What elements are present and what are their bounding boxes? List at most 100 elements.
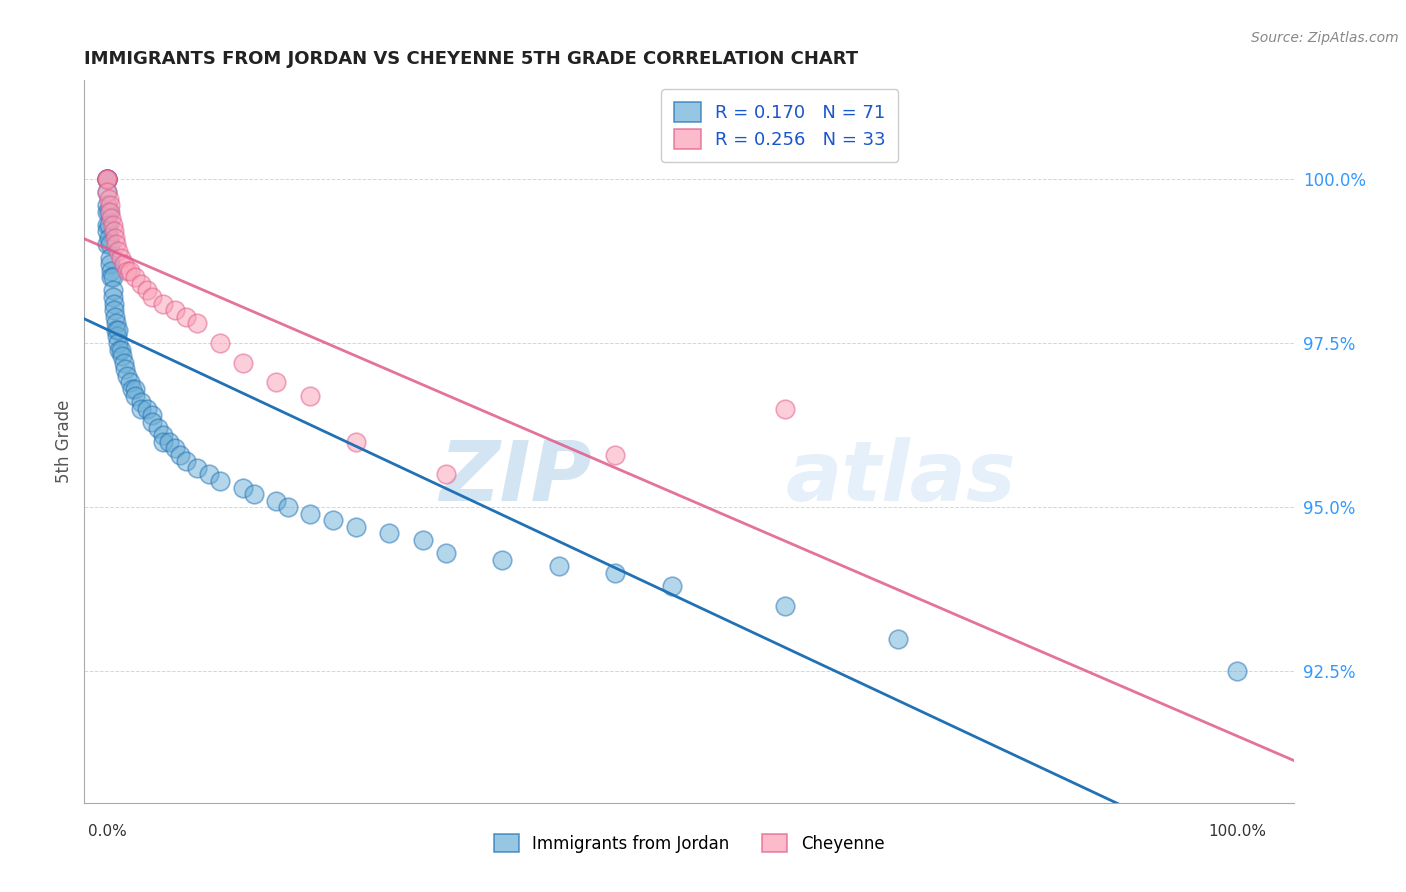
Point: [96, 185, 118, 199]
Point: [107, 336, 129, 351]
Point: [96, 198, 118, 212]
Point: [107, 323, 129, 337]
Point: [152, 434, 174, 449]
Legend: Immigrants from Jordan, Cheyenne: Immigrants from Jordan, Cheyenne: [486, 828, 891, 860]
Point: [96, 171, 118, 186]
Point: [146, 421, 169, 435]
Point: [141, 409, 163, 423]
Point: [98, 192, 121, 206]
Point: [434, 546, 457, 560]
Point: [118, 376, 141, 390]
Point: [105, 329, 128, 343]
Point: [124, 388, 146, 402]
Point: [121, 382, 143, 396]
Text: 0.0%: 0.0%: [87, 824, 127, 839]
Point: [141, 415, 163, 429]
Point: [96, 171, 118, 186]
Y-axis label: 5th Grade: 5th Grade: [55, 400, 73, 483]
Point: [322, 513, 344, 527]
Point: [114, 362, 136, 376]
Point: [232, 356, 254, 370]
Point: [163, 441, 186, 455]
Point: [96, 171, 118, 186]
Point: [299, 388, 322, 402]
Point: [129, 401, 152, 416]
Point: [104, 231, 127, 245]
Point: [135, 401, 157, 416]
Point: [110, 251, 132, 265]
Point: [96, 237, 118, 252]
Point: [108, 343, 131, 357]
Point: [124, 382, 146, 396]
Point: [112, 356, 135, 370]
Point: [96, 171, 118, 186]
Point: [96, 185, 118, 199]
Point: [299, 507, 322, 521]
Point: [174, 454, 197, 468]
Point: [169, 448, 191, 462]
Text: Source: ZipAtlas.com: Source: ZipAtlas.com: [1251, 31, 1399, 45]
Point: [117, 264, 139, 278]
Point: [96, 204, 118, 219]
Point: [98, 218, 121, 232]
Point: [152, 296, 174, 310]
Point: [107, 244, 129, 258]
Point: [124, 270, 146, 285]
Point: [163, 303, 186, 318]
Point: [243, 487, 266, 501]
Point: [101, 218, 124, 232]
Point: [378, 526, 401, 541]
Point: [96, 171, 118, 186]
Point: [887, 632, 910, 646]
Point: [96, 218, 118, 232]
Point: [208, 474, 231, 488]
Point: [186, 460, 208, 475]
Point: [96, 224, 118, 238]
Point: [412, 533, 434, 547]
Point: [434, 467, 457, 482]
Point: [96, 171, 118, 186]
Point: [548, 559, 571, 574]
Point: [266, 376, 288, 390]
Point: [96, 171, 118, 186]
Point: [103, 296, 125, 310]
Text: 100.0%: 100.0%: [1208, 824, 1265, 839]
Point: [104, 310, 127, 324]
Point: [605, 448, 627, 462]
Point: [105, 237, 128, 252]
Point: [98, 237, 121, 252]
Point: [1226, 665, 1249, 679]
Point: [135, 284, 157, 298]
Point: [129, 395, 152, 409]
Text: IMMIGRANTS FROM JORDAN VS CHEYENNE 5TH GRADE CORRELATION CHART: IMMIGRANTS FROM JORDAN VS CHEYENNE 5TH G…: [84, 50, 859, 68]
Point: [100, 211, 122, 226]
Point: [105, 316, 128, 330]
Point: [101, 270, 124, 285]
Point: [98, 231, 121, 245]
Point: [344, 520, 367, 534]
Point: [118, 264, 141, 278]
Point: [344, 434, 367, 449]
Point: [101, 290, 124, 304]
Point: [266, 493, 288, 508]
Text: ZIP: ZIP: [440, 437, 592, 518]
Point: [103, 303, 125, 318]
Point: [232, 481, 254, 495]
Point: [98, 204, 121, 219]
Point: [98, 257, 121, 271]
Point: [661, 579, 683, 593]
Point: [100, 264, 122, 278]
Point: [605, 566, 627, 580]
Point: [110, 343, 132, 357]
Point: [111, 349, 134, 363]
Point: [773, 599, 796, 613]
Point: [157, 434, 180, 449]
Point: [141, 290, 163, 304]
Point: [112, 257, 135, 271]
Point: [129, 277, 152, 291]
Point: [186, 316, 208, 330]
Point: [98, 204, 121, 219]
Point: [117, 368, 139, 383]
Point: [103, 224, 125, 238]
Point: [277, 500, 299, 515]
